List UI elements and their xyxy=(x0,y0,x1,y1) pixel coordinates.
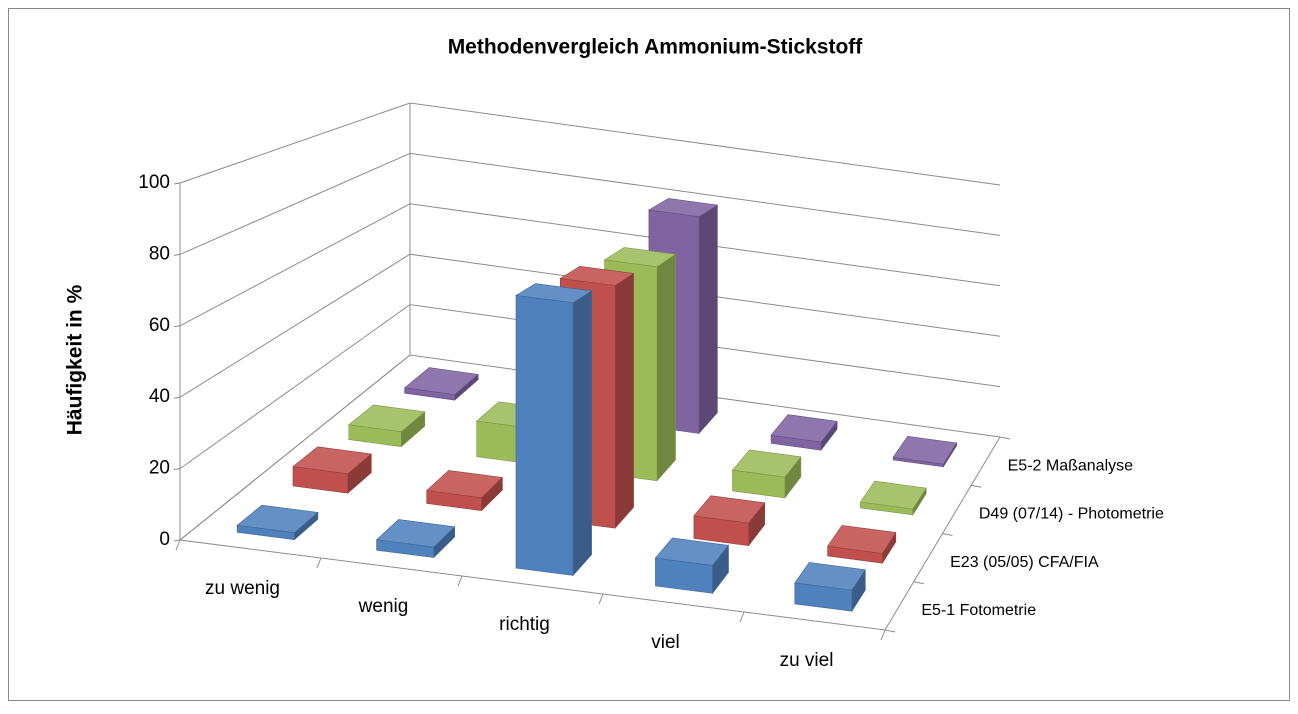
y-tick-label: 80 xyxy=(149,243,170,264)
bar-top xyxy=(292,446,373,475)
chart-title: Methodenvergleich Ammonium-Stickstoff xyxy=(448,36,864,59)
x-tick-mark xyxy=(316,557,322,569)
bar-side xyxy=(698,204,718,435)
bar-top xyxy=(693,495,766,524)
x-tick-mark xyxy=(175,539,181,551)
bar-top xyxy=(648,198,719,218)
x-tick-label: richtig xyxy=(499,614,550,635)
depth-tick-mark xyxy=(971,484,982,488)
x-tick-mark xyxy=(880,629,886,641)
bar xyxy=(403,367,479,401)
y-tick-label: 20 xyxy=(149,458,170,479)
bar xyxy=(236,504,319,541)
x-tick-mark xyxy=(457,575,463,587)
bar-top xyxy=(603,247,677,268)
bar-top xyxy=(426,470,504,499)
y-tick-mark xyxy=(173,325,181,328)
legend-label: E23 (05/05) CFA/FIA xyxy=(950,554,1099,571)
bar xyxy=(794,562,866,613)
x-tick-label: wenig xyxy=(358,596,409,617)
depth-tick-mark xyxy=(942,533,953,536)
y-axis-label: Häufigkeit in % xyxy=(64,284,87,435)
bar-side xyxy=(656,253,676,482)
bar-top xyxy=(770,414,838,443)
bar-top xyxy=(827,525,897,554)
x-tick-label: zu viel xyxy=(780,650,834,671)
bar-top xyxy=(654,537,730,566)
bar xyxy=(515,283,593,577)
bar xyxy=(770,414,838,451)
bar-top xyxy=(794,562,866,591)
bar xyxy=(426,470,504,512)
y-tick-mark xyxy=(173,539,181,542)
bar xyxy=(693,495,766,547)
y-tick-mark xyxy=(173,182,181,185)
y-tick-label: 40 xyxy=(149,386,170,407)
bar-top xyxy=(236,504,319,534)
y-tick-mark xyxy=(173,396,181,399)
depth-tick-mark xyxy=(884,629,896,633)
y-tick-mark xyxy=(173,253,181,256)
bar-top xyxy=(859,480,927,510)
axis-frame xyxy=(179,354,411,541)
y-tick-label: 0 xyxy=(159,529,170,550)
x-tick-mark xyxy=(598,593,604,605)
bar-side xyxy=(572,290,592,577)
depth-tick-mark xyxy=(913,581,924,585)
bar-top xyxy=(559,265,635,286)
legend-label: D49 (07/14) - Photometrie xyxy=(979,506,1164,523)
bar-top xyxy=(515,283,593,304)
y-tick-label: 100 xyxy=(138,172,170,193)
bar-top xyxy=(348,404,426,433)
bar-top xyxy=(375,519,456,548)
bar xyxy=(827,525,897,565)
bar xyxy=(859,480,927,516)
bar-front xyxy=(515,295,574,576)
legend-label: E5-1 Fotometrie xyxy=(921,602,1036,619)
legend-label: E5-2 Maßanalyse xyxy=(1008,457,1133,474)
bar xyxy=(375,519,456,559)
bar xyxy=(892,435,958,468)
bar-side xyxy=(614,272,634,529)
y-tick-mark xyxy=(173,468,181,471)
x-tick-label: zu wenig xyxy=(205,578,280,599)
bar-top xyxy=(403,367,479,395)
x-tick-label: viel xyxy=(651,632,680,653)
bar xyxy=(731,449,802,499)
depth-tick-mark xyxy=(999,436,1011,440)
bar-top xyxy=(731,449,802,478)
bar xyxy=(292,446,373,494)
bar xyxy=(348,404,426,448)
bar-top xyxy=(892,435,958,465)
y-tick-label: 60 xyxy=(149,315,170,336)
x-tick-mark xyxy=(739,611,745,623)
bar xyxy=(654,537,730,595)
